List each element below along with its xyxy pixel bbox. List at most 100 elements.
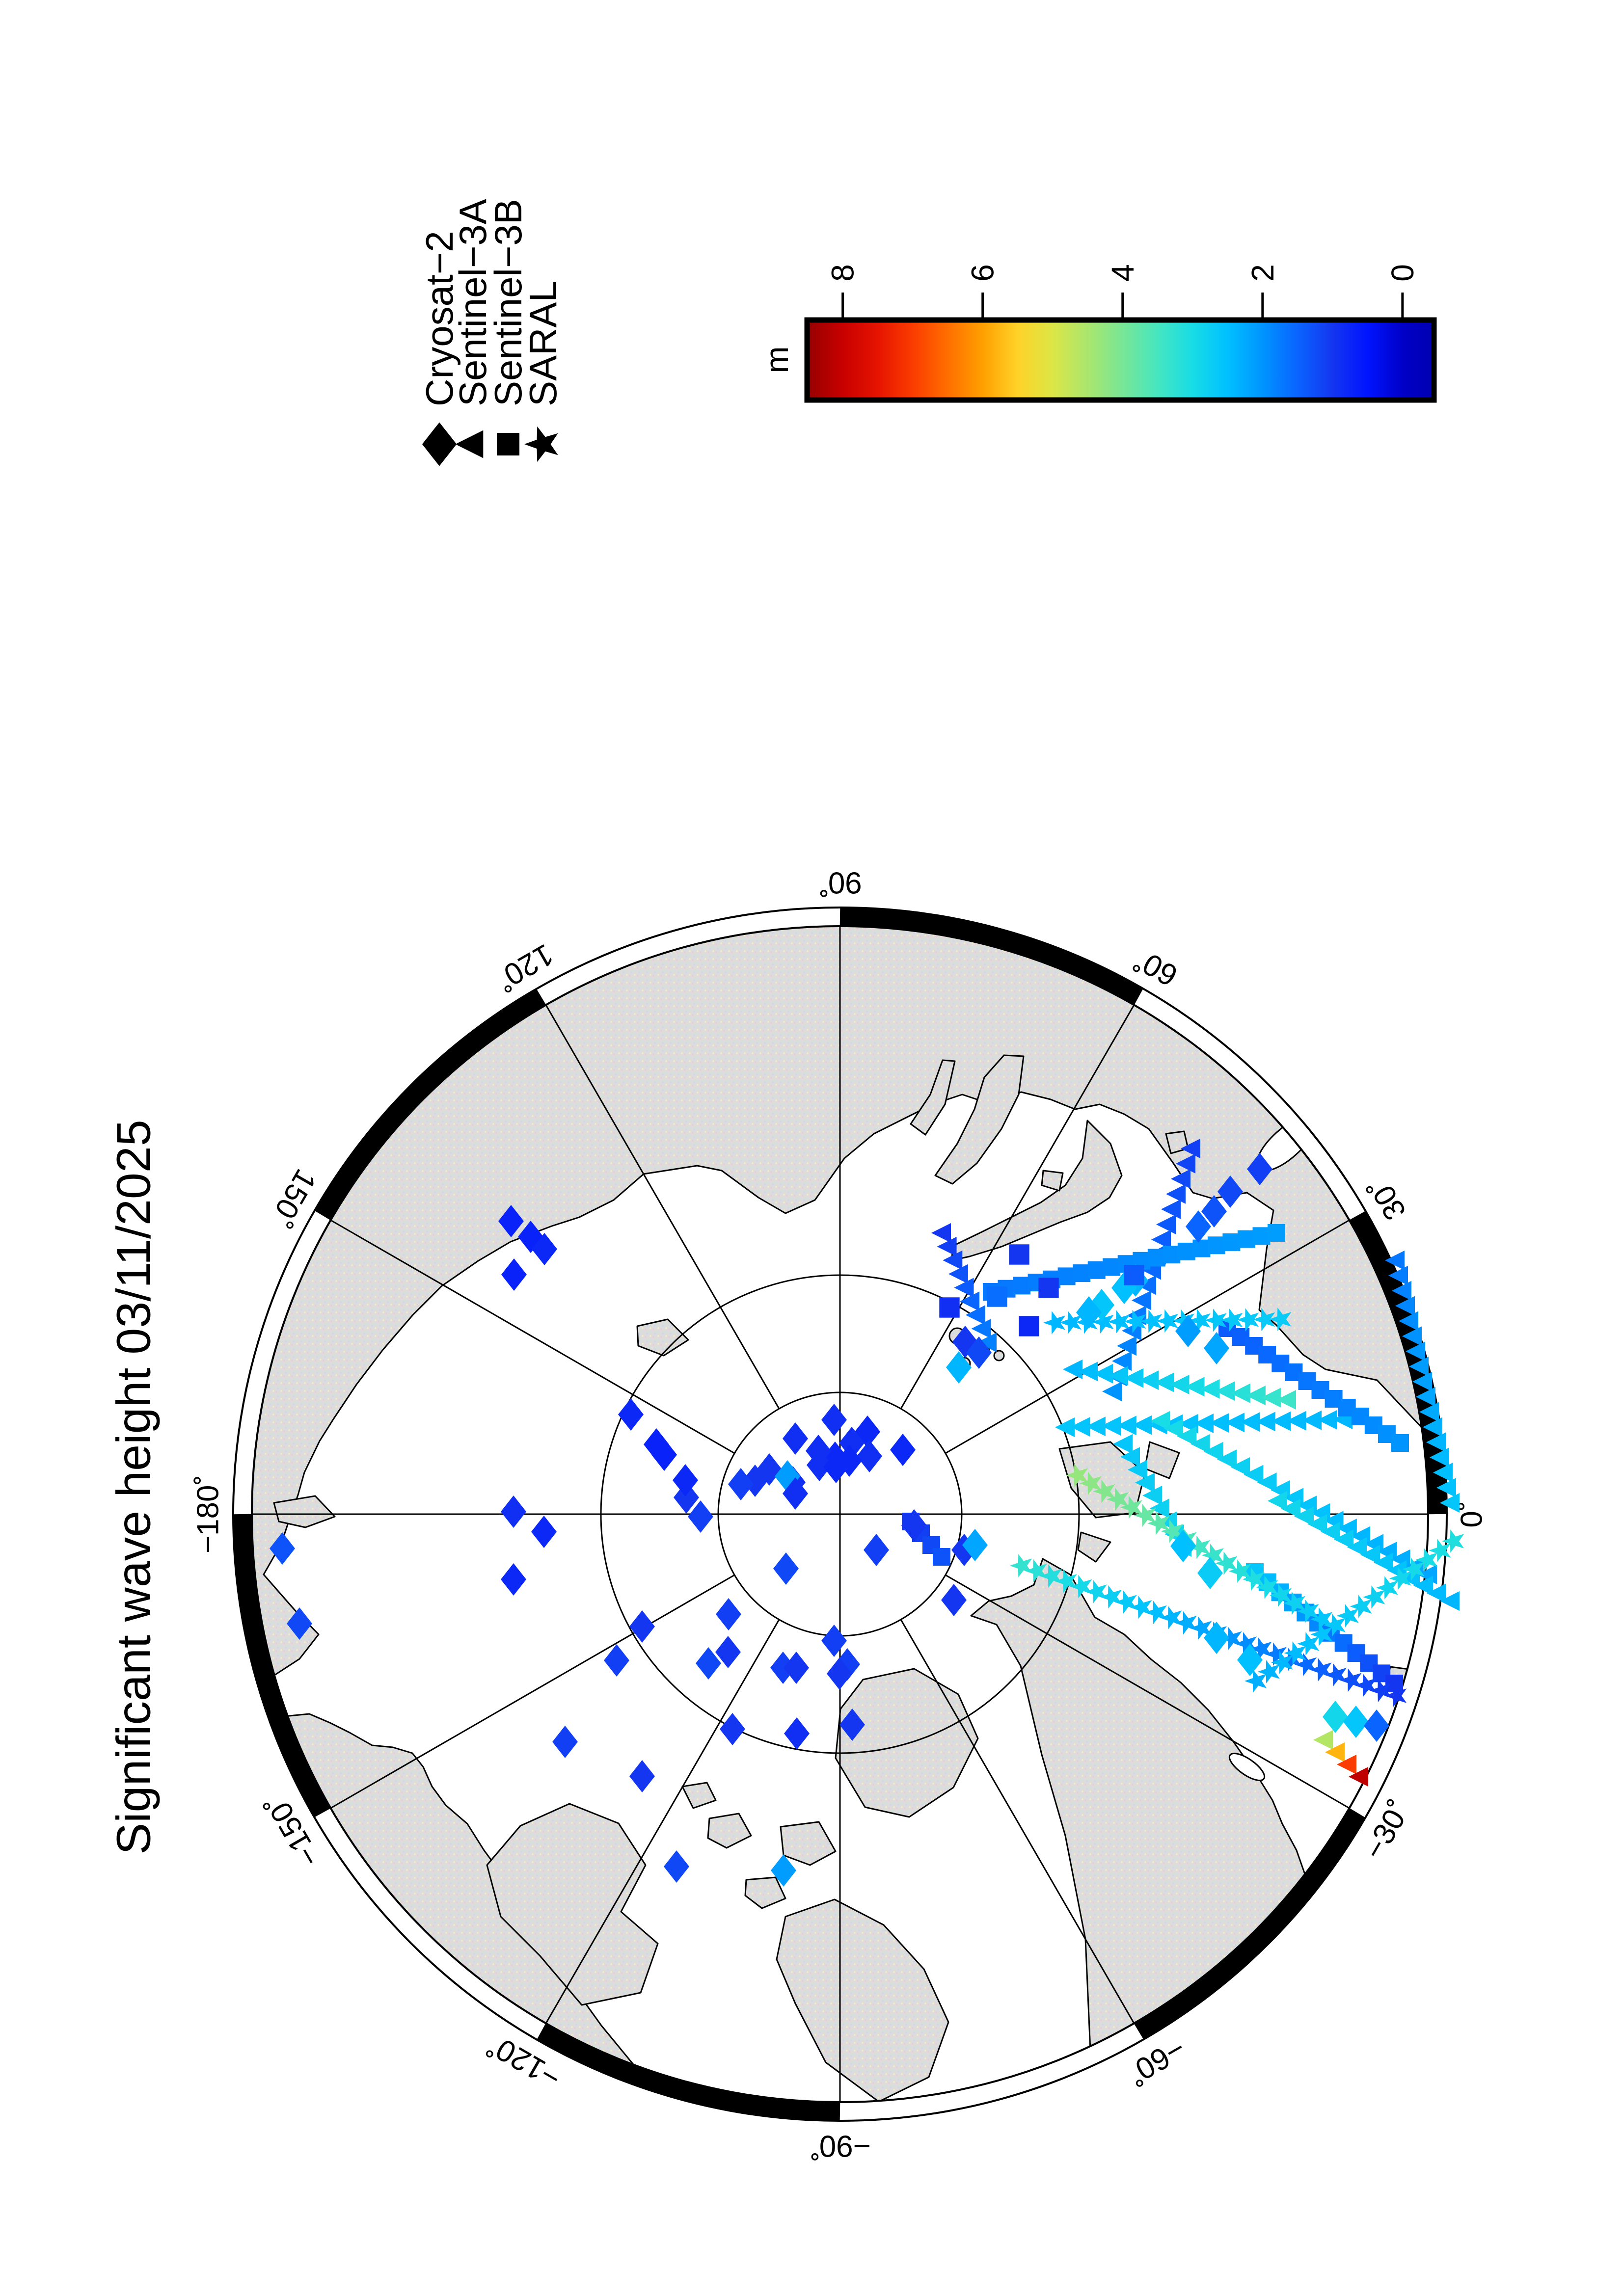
legend-star-icon — [524, 426, 558, 462]
saral-track-marker — [1284, 1641, 1306, 1665]
colorbar-tick-label: 4 — [1105, 264, 1140, 282]
colorbar: 8 6 4 2 0 m — [758, 264, 1437, 403]
sentinel3b-point — [1019, 1316, 1039, 1336]
colorbar-unit-label: m — [758, 347, 795, 374]
meridian-line — [545, 1619, 780, 2024]
saral-track-marker — [1234, 1632, 1257, 1655]
land-caa-islet-2 — [744, 1876, 786, 1909]
saral-track-marker — [1120, 1495, 1142, 1519]
saral-track-marker — [1384, 1684, 1407, 1708]
saral-track-marker — [1309, 1658, 1332, 1682]
sentinel3b-point — [1038, 1278, 1059, 1298]
saral-track-marker — [1174, 1611, 1197, 1635]
saral-track-marker — [1144, 1601, 1167, 1625]
land-baffin-island — [776, 1898, 949, 2102]
saral-track-marker — [1190, 1616, 1212, 1640]
longitude-label: −60˚ — [1121, 2031, 1191, 2091]
colorbar-tick-label: 6 — [965, 264, 1001, 282]
saral-track-marker — [1253, 1308, 1275, 1332]
meridian-line — [945, 1219, 1350, 1454]
saral-track-marker — [1172, 1309, 1195, 1333]
saral-track-marker — [1369, 1679, 1392, 1703]
saral-track-marker — [1269, 1308, 1292, 1331]
legend-diamond-icon — [422, 422, 457, 466]
saral-track-marker — [1363, 1585, 1385, 1609]
saral-track-marker — [1389, 1567, 1411, 1590]
land-severnaya-zemlya-2 — [910, 1059, 956, 1136]
ring-black-sector — [839, 908, 1143, 1005]
saral-track-marker — [1354, 1674, 1377, 1697]
saral-track-marker — [1201, 1544, 1224, 1567]
saral-track-marker — [1442, 1529, 1464, 1553]
ring-black-sector — [1134, 1808, 1365, 2039]
saral-track-marker — [1429, 1539, 1451, 1562]
land-new-siberian-islands — [636, 1318, 689, 1357]
saral-track-marker — [1059, 1310, 1082, 1335]
meridian-line — [945, 1574, 1350, 1809]
land-wrangel-island — [273, 1495, 336, 1528]
meridian-line — [900, 1619, 1135, 2024]
longitude-label: −180˚ — [191, 1475, 225, 1553]
saral-track-marker — [1256, 1575, 1278, 1599]
land-victoria-island — [486, 1803, 659, 2006]
saral-track-marker — [1079, 1471, 1102, 1495]
sentinel-3b-track-marker — [1268, 1224, 1285, 1242]
ring-black-sector — [537, 2024, 840, 2120]
longitude-label: −30˚ — [1357, 1795, 1417, 1865]
saral-track-marker — [1264, 1642, 1287, 1666]
saral-track-marker — [1100, 1585, 1122, 1609]
saral-track-marker — [1402, 1557, 1425, 1581]
saral-track-marker — [1270, 1583, 1292, 1607]
saral-track-marker — [1350, 1595, 1372, 1618]
saral-track-marker — [1156, 1309, 1179, 1333]
saral-track-marker — [1229, 1559, 1251, 1583]
saral-track-marker — [1040, 1564, 1062, 1588]
saral-track-marker — [1415, 1548, 1438, 1572]
saral-track-marker — [1283, 1591, 1305, 1615]
legend-square-icon — [496, 432, 520, 456]
land-severnaya-zemlya-1 — [934, 1054, 1025, 1185]
saral-track-marker — [1249, 1637, 1272, 1661]
meridian-line — [900, 1004, 1135, 1409]
saral-track-marker — [1310, 1623, 1333, 1646]
colorbar-tick-label: 2 — [1245, 264, 1280, 282]
saral-track-marker — [1160, 1606, 1182, 1629]
map-graticule — [252, 926, 1428, 2102]
saral-track-marker — [1093, 1479, 1115, 1503]
saral-track-marker — [1339, 1668, 1362, 1692]
ring-black-sector — [1350, 1211, 1446, 1515]
saral-track-marker — [1188, 1535, 1211, 1559]
saral-track-marker — [1271, 1651, 1293, 1674]
saral-track-marker — [1147, 1511, 1170, 1535]
saral-track-marker — [1242, 1567, 1265, 1591]
satellite-track-markers — [902, 1139, 1464, 1787]
sentinel3b-point — [1124, 1265, 1144, 1285]
saral-track-marker — [1070, 1575, 1092, 1599]
legend-triangle-icon — [455, 430, 484, 458]
ring-black-sector — [234, 1514, 330, 1817]
land-devon-island — [780, 1821, 837, 1866]
saral-track-marker — [1297, 1599, 1319, 1623]
land-novaya-zemlya — [950, 1120, 1123, 1261]
saral-track-marker — [1215, 1551, 1238, 1575]
longitude-label: −90˚ — [809, 2129, 871, 2163]
land-caa-islet-1 — [707, 1813, 752, 1849]
scoresby-fjord — [1228, 1753, 1266, 1781]
saral-track-marker — [1161, 1520, 1183, 1543]
saral-track-marker — [1323, 1613, 1346, 1637]
land-caa-islet-3 — [681, 1782, 717, 1809]
legend: Cryosat−2 Sentinel−3A Sentinel−3B SARAL — [418, 199, 565, 466]
saral-track-marker — [1376, 1576, 1399, 1600]
colorbar-ticks: 8 6 4 2 0 — [825, 264, 1420, 320]
longitude-label: 150˚ — [263, 1164, 323, 1233]
legend-label-saral: SARAL — [521, 281, 565, 406]
sentinel3b-point — [939, 1297, 960, 1318]
saral-track-marker — [1010, 1554, 1032, 1577]
longitude-label: 120˚ — [489, 937, 559, 997]
ring-circle — [232, 907, 1448, 2122]
colorbar-gradient-bar — [804, 317, 1437, 403]
saral-track-marker — [1107, 1488, 1129, 1511]
legend-label-sentinel3b: Sentinel−3B — [487, 199, 530, 406]
